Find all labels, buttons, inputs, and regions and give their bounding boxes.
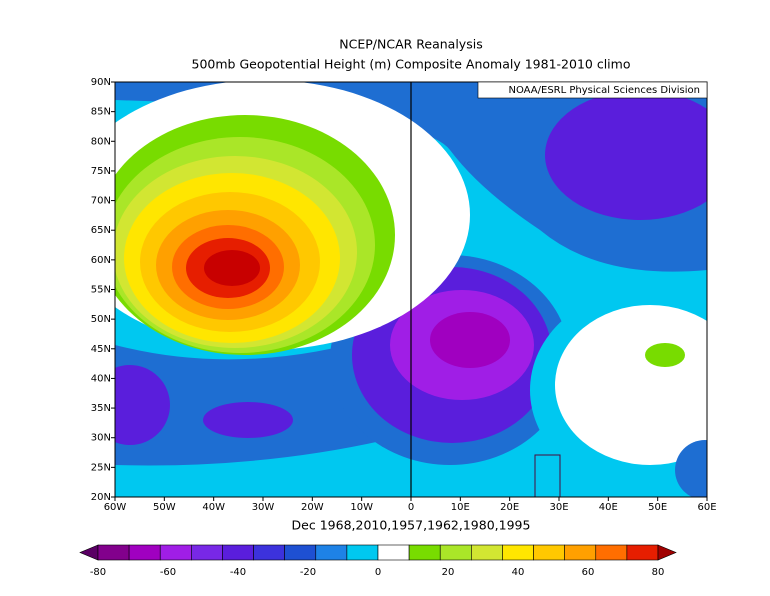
colorbar-box <box>377 544 410 561</box>
colorbar-box <box>315 544 348 561</box>
colorbar-box <box>253 544 285 561</box>
colorbar-label: 0 <box>375 567 381 578</box>
colorbar-box <box>191 544 223 561</box>
x-tick-label: 0 <box>408 502 414 513</box>
colorbar-box <box>564 544 597 561</box>
y-tick-label: 35N <box>91 403 111 414</box>
y-tick-label: 25N <box>91 462 111 473</box>
colorbar-label: -60 <box>160 567 176 578</box>
colorbar-label: -20 <box>300 567 316 578</box>
colorbar-box <box>439 544 472 561</box>
colorbar-end <box>657 544 677 561</box>
y-tick-label: 85N <box>91 107 111 118</box>
y-tick-label: 55N <box>91 285 111 296</box>
x-tick-label: 10E <box>451 502 470 513</box>
colorbar-box <box>222 544 254 561</box>
y-tick-label: 45N <box>91 344 111 355</box>
y-tick-label: 60N <box>91 255 111 266</box>
x-tick-label: 40W <box>202 502 225 513</box>
colorbar-label: 40 <box>512 567 525 578</box>
colorbar-label: 60 <box>582 567 595 578</box>
colorbar-label: 80 <box>652 567 665 578</box>
title: NCEP/NCAR Reanalysis <box>339 37 482 52</box>
y-tick-label: 20N <box>91 492 111 503</box>
x-tick-label: 20W <box>301 502 324 513</box>
x-tick-label: 60E <box>697 502 716 513</box>
axis-ticks: 60W 50W 40W 30W 20W 10W 0 10E 20E 30E 40E 50E 60E 20N… <box>91 77 717 513</box>
colorbar-box <box>128 544 161 561</box>
colorbar-box <box>97 544 130 561</box>
colorbar-end <box>79 544 99 561</box>
colorbar: -80 -60 -40 -20 0 20 40 60 80 <box>79 544 677 578</box>
colorbar-label: -80 <box>90 567 106 578</box>
x-tick-label: 40E <box>599 502 618 513</box>
colorbar-box <box>408 544 441 561</box>
subtitle: 500mb Geopotential Height (m) Composite … <box>192 57 631 72</box>
colorbar-box <box>502 544 534 561</box>
credit: NOAA/ESRL Physical Sciences Division <box>509 85 701 96</box>
colorbar-box <box>533 544 565 561</box>
x-tick-label: 10W <box>350 502 373 513</box>
y-tick-label: 80N <box>91 136 111 147</box>
y-tick-label: 30N <box>91 433 111 444</box>
x-tick-label: 50W <box>153 502 176 513</box>
x-tick-label: 30W <box>252 502 275 513</box>
contour-field <box>115 82 707 497</box>
colorbar-box <box>595 544 628 561</box>
y-tick-label: 40N <box>91 373 111 384</box>
caption: Dec 1968,2010,1957,1962,1980,1995 <box>292 518 531 533</box>
y-tick-label: 75N <box>91 166 111 177</box>
x-tick-label: 50E <box>648 502 667 513</box>
colorbar-label: 20 <box>442 567 455 578</box>
x-tick-label: 20E <box>500 502 519 513</box>
y-tick-label: 90N <box>91 77 111 88</box>
y-tick-label: 50N <box>91 314 111 325</box>
credit-box <box>477 81 708 99</box>
x-tick-label: 30E <box>549 502 568 513</box>
colorbar-box <box>626 544 659 561</box>
colorbar-box <box>159 544 192 561</box>
colorbar-box <box>346 544 379 561</box>
colorbar-box <box>471 544 503 561</box>
y-tick-label: 65N <box>91 225 111 236</box>
colorbar-label: -40 <box>230 567 246 578</box>
colorbar-box <box>284 544 317 561</box>
x-tick-label: 60W <box>104 502 127 513</box>
y-tick-label: 70N <box>91 196 111 207</box>
